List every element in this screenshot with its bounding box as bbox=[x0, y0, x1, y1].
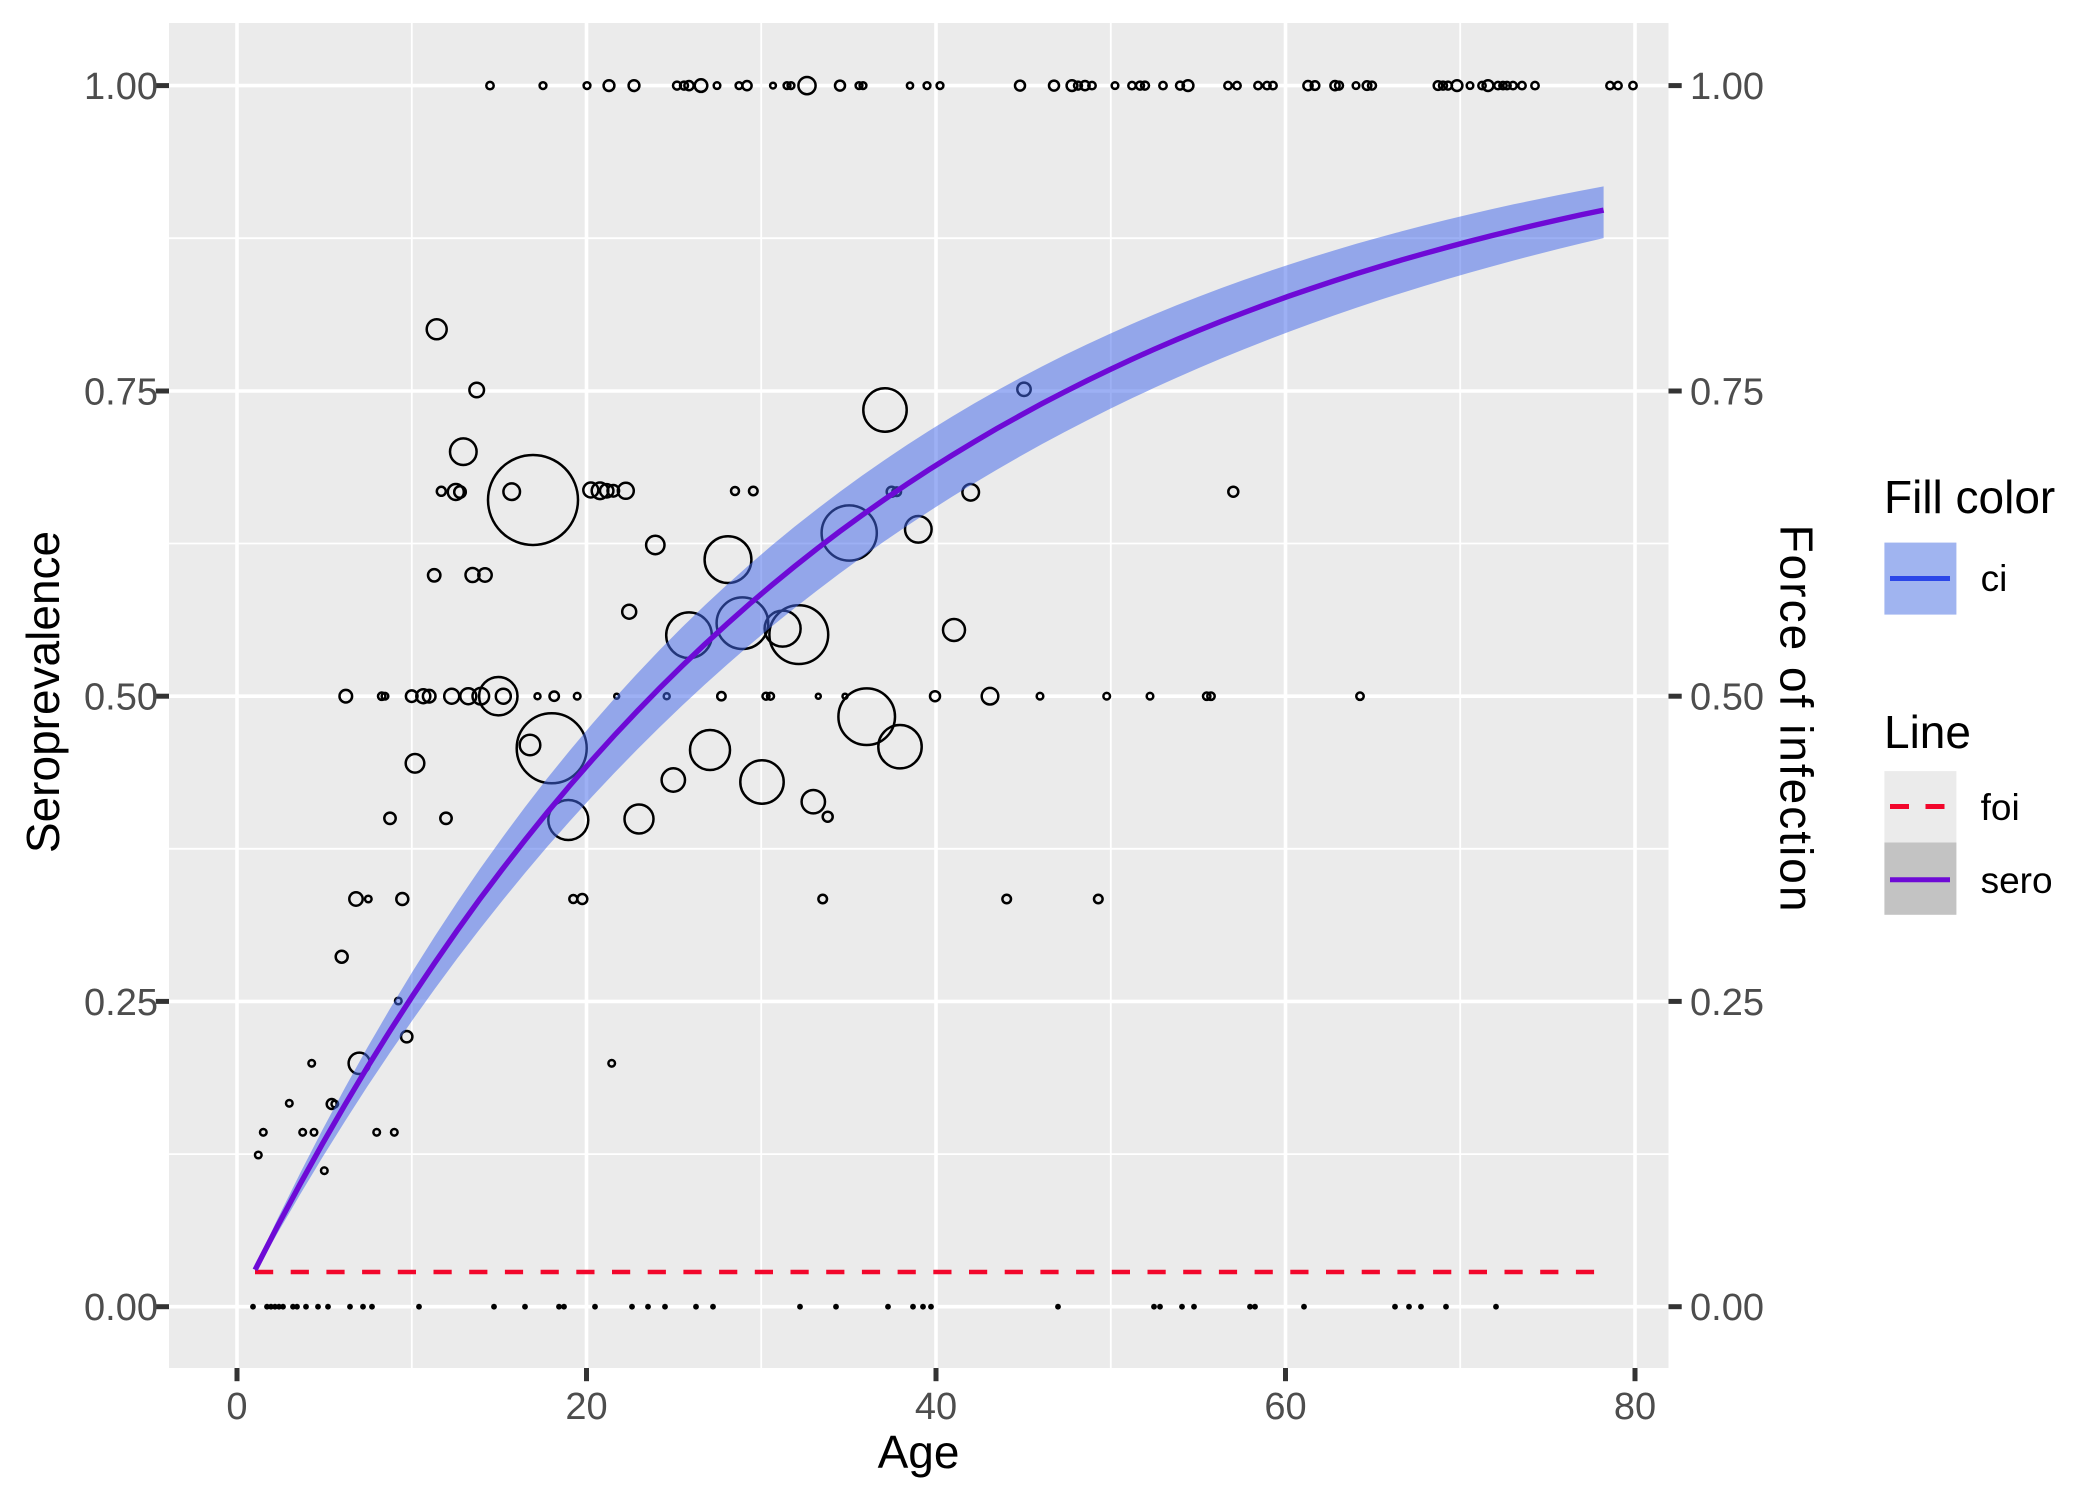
svg-text:0.25: 0.25 bbox=[84, 982, 158, 1024]
svg-text:ci: ci bbox=[1981, 558, 2008, 599]
svg-text:0.50: 0.50 bbox=[84, 677, 158, 719]
svg-text:Force of infection: Force of infection bbox=[1771, 525, 1823, 914]
svg-text:1.00: 1.00 bbox=[84, 66, 158, 108]
svg-text:0.00: 0.00 bbox=[1690, 1287, 1764, 1329]
svg-text:20: 20 bbox=[565, 1386, 607, 1428]
svg-text:0.00: 0.00 bbox=[84, 1287, 158, 1329]
svg-text:0.75: 0.75 bbox=[1690, 372, 1764, 414]
svg-text:1.00: 1.00 bbox=[1690, 66, 1764, 108]
svg-text:0.75: 0.75 bbox=[84, 372, 158, 414]
svg-text:Seroprevalence: Seroprevalence bbox=[17, 531, 69, 853]
svg-text:Fill color: Fill color bbox=[1884, 471, 2055, 523]
svg-text:0.25: 0.25 bbox=[1690, 982, 1764, 1024]
svg-text:Age: Age bbox=[878, 1426, 960, 1478]
svg-text:Line: Line bbox=[1884, 706, 1971, 758]
svg-text:80: 80 bbox=[1614, 1386, 1656, 1428]
svg-text:sero: sero bbox=[1981, 860, 2053, 901]
svg-text:60: 60 bbox=[1264, 1386, 1306, 1428]
svg-text:foi: foi bbox=[1981, 787, 2020, 828]
svg-text:0: 0 bbox=[226, 1386, 247, 1428]
svg-text:0.50: 0.50 bbox=[1690, 677, 1764, 719]
svg-text:40: 40 bbox=[915, 1386, 957, 1428]
